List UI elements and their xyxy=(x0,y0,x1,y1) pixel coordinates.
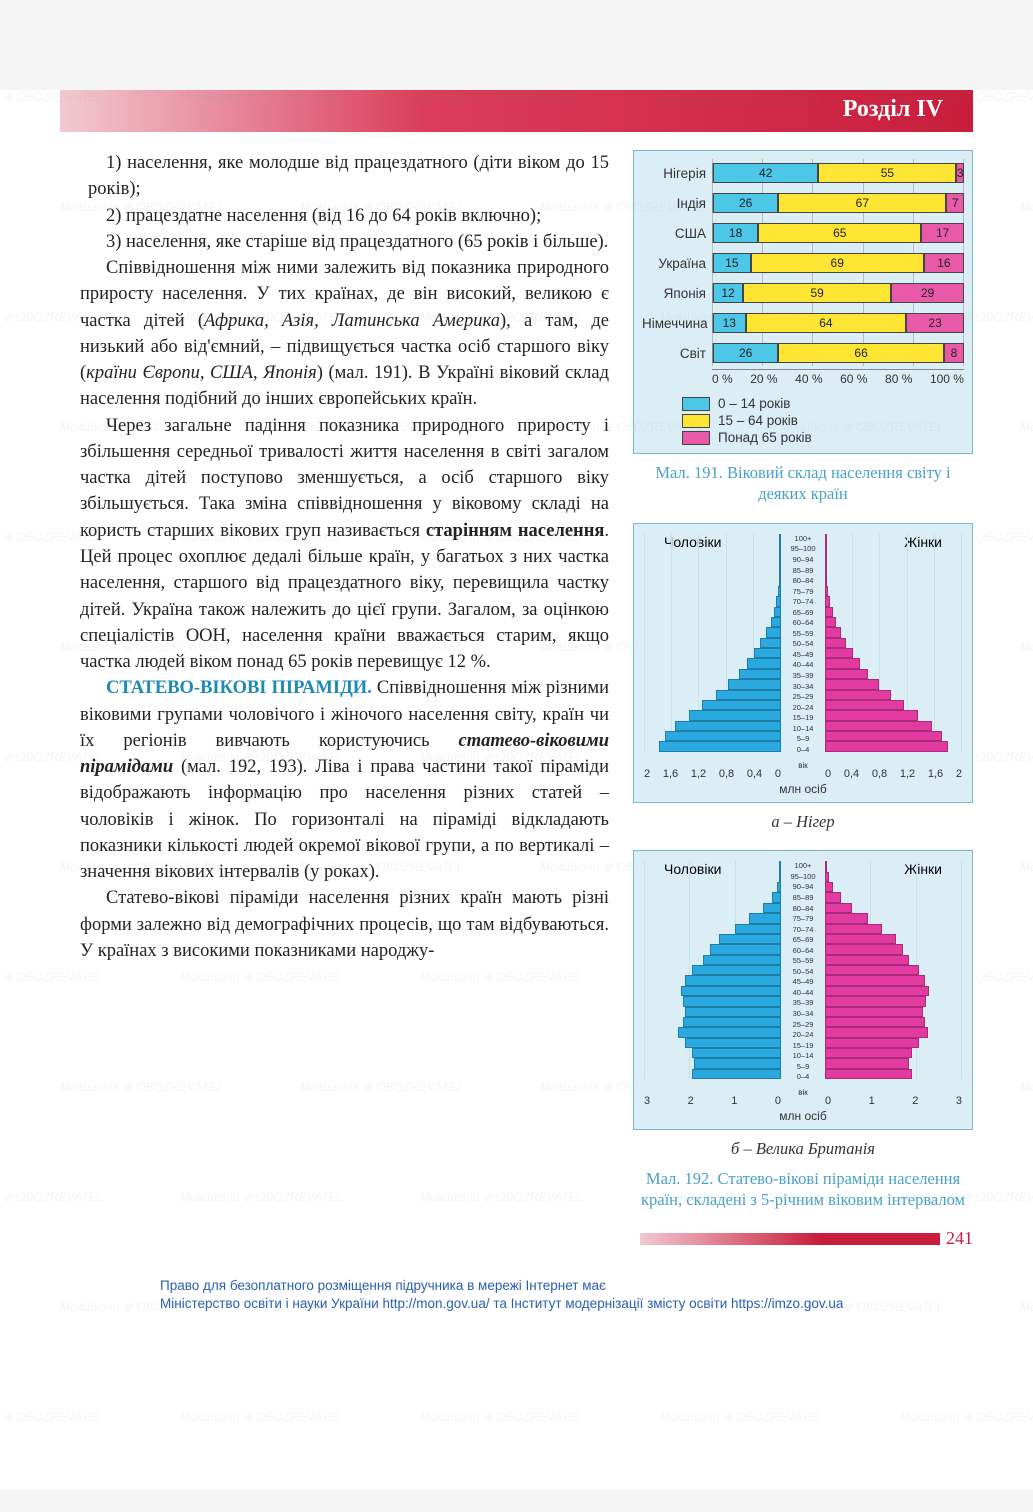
bar-row: Японія125929 xyxy=(642,279,964,307)
pyrB-axis-caption: млн осіб xyxy=(644,1109,962,1123)
copyright-line-2: Міністерство освіти і науки України http… xyxy=(160,1295,973,1313)
fig191-legend: 0 – 14 років15 – 64 роківПонад 65 років xyxy=(642,396,964,445)
copyright-line-1: Право для безоплатного розміщення підруч… xyxy=(160,1277,973,1295)
main-text-column: 1) населення, яке молодше від працездатн… xyxy=(80,150,609,1211)
pyramid-niger: Чоловіки Жінки 100+95–10090–9485–8980–84… xyxy=(633,523,973,803)
fig191-caption: Мал. 191. Віковий склад населення світу … xyxy=(633,462,973,505)
subsection-title: СТАТЕВО-ВІКОВІ ПІРАМІДИ. xyxy=(106,678,372,698)
paragraph-2: Через загальне падіння показника при­род… xyxy=(80,413,609,676)
p1-italic-1: Африка, Азія, Латинська Аме­рика xyxy=(204,311,500,331)
pyrB-caption: б – Велика Британія xyxy=(633,1138,973,1159)
bar-row: Німеччина136423 xyxy=(642,309,964,337)
bar-row: Україна156916 xyxy=(642,249,964,277)
bar-row: Світ26668 xyxy=(642,339,964,367)
figures-column: Нігерія42553Індія26677США186517Україна15… xyxy=(633,150,973,1211)
bar-row: США186517 xyxy=(642,219,964,247)
bar-row: Нігерія42553 xyxy=(642,159,964,187)
pyrA-caption: а – Нігер xyxy=(633,811,973,832)
pyrA-axis-caption: млн осіб xyxy=(644,782,962,796)
pyramid-uk: Чоловіки Жінки 100+95–10090–9485–8980–84… xyxy=(633,850,973,1130)
fig192-caption: Мал. 192. Статево-вікові піраміди населе… xyxy=(633,1168,973,1211)
paragraph-3: СТАТЕВО-ВІКОВІ ПІРАМІДИ. Співвідно­шення… xyxy=(80,675,609,885)
list-item-1: 1) населення, яке молодше від працездатн… xyxy=(88,150,609,203)
copyright-notice: Право для безоплатного розміщення підруч… xyxy=(60,1247,973,1353)
section-title: Розділ IV xyxy=(843,90,973,132)
section-header: Розділ IV xyxy=(60,90,973,132)
paragraph-4: Статево-вікові піраміди населення різних… xyxy=(80,885,609,964)
page-number-bar: 241 xyxy=(60,1231,973,1247)
p2-bold: старінням населення xyxy=(426,521,604,541)
p1-italic-2: країни Європи, США, Японія xyxy=(86,363,317,383)
bar-row: Індія26677 xyxy=(642,189,964,217)
fig191-chart: Нігерія42553Індія26677США186517Україна15… xyxy=(633,150,973,454)
list-item-3: 3) населення, яке старіше від працездатн… xyxy=(88,229,609,255)
paragraph-1: Співвідношення між ними залежить від пок… xyxy=(80,255,609,413)
list-item-2: 2) працездатне населення (від 16 до 64 р… xyxy=(88,203,609,229)
p2-text-c: . Цей процес охоплює дедалі біль­ше краї… xyxy=(80,521,609,672)
page-number: 241 xyxy=(946,1228,973,1249)
